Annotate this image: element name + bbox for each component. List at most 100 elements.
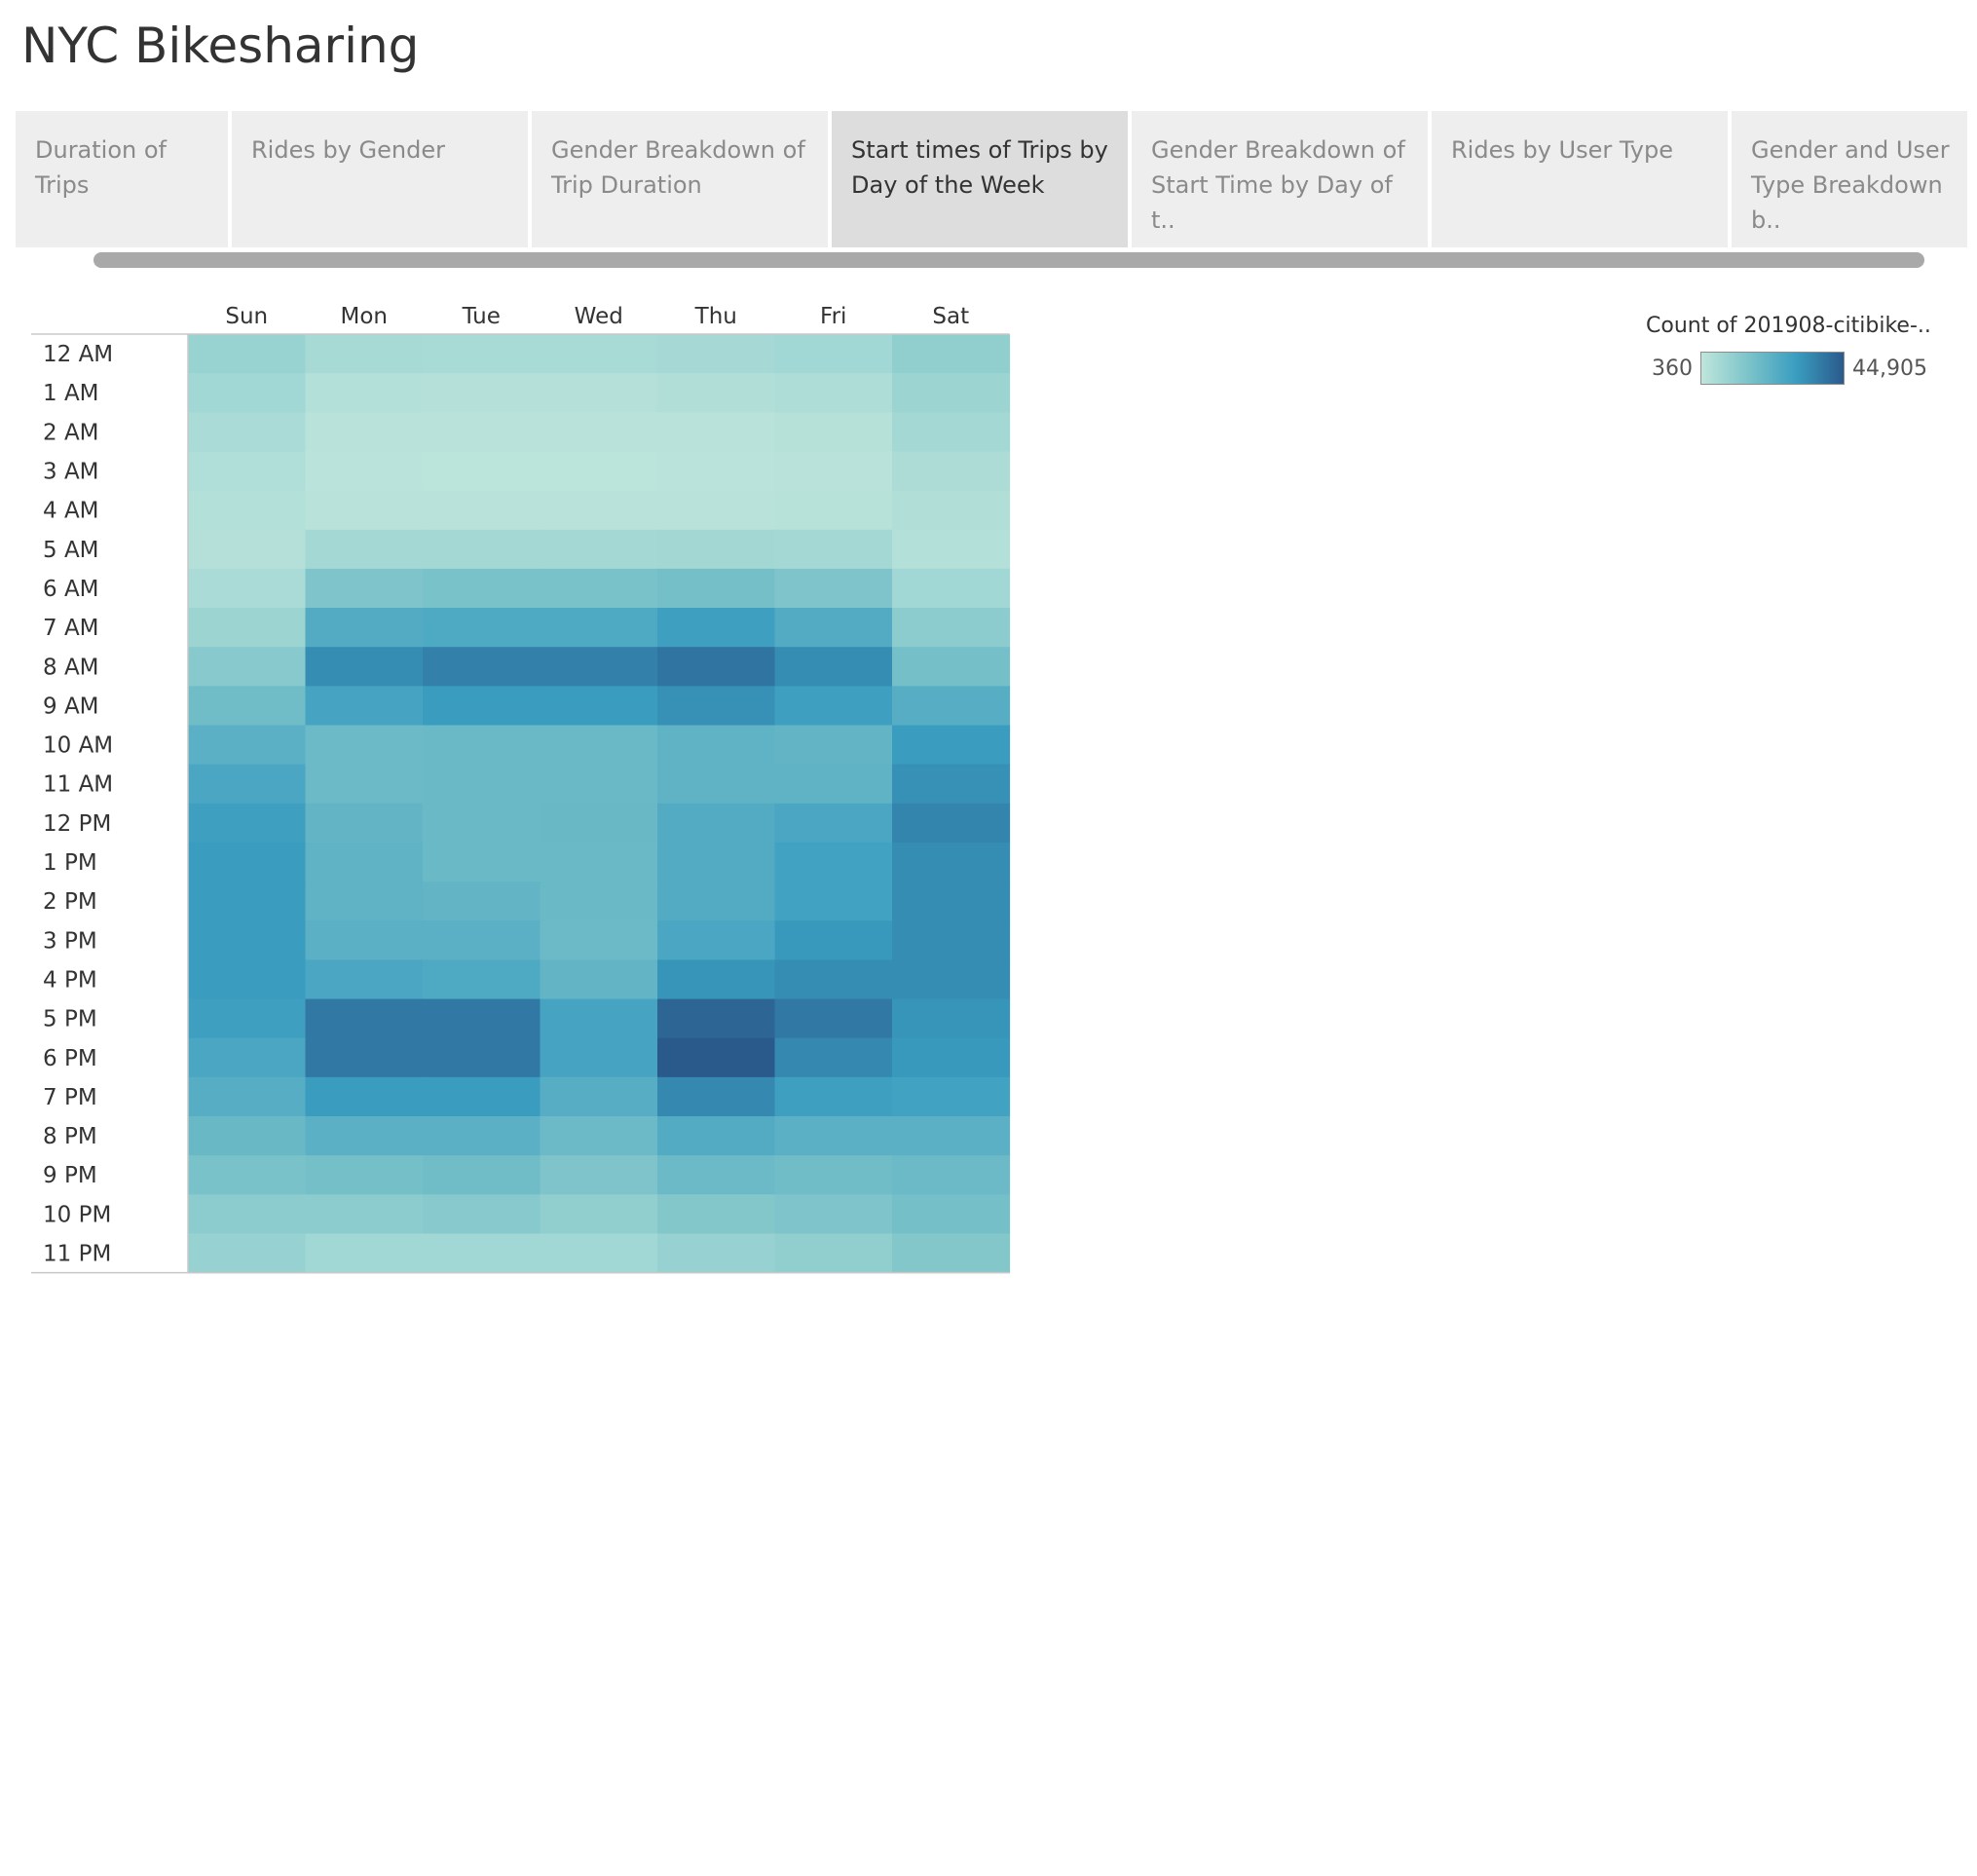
heatmap-cell-fri-8[interactable]: [774, 647, 893, 687]
heatmap-cell-sun-23[interactable]: [188, 1233, 307, 1274]
heatmap-cell-thu-10[interactable]: [657, 725, 776, 766]
heatmap-cell-fri-12[interactable]: [774, 803, 893, 844]
heatmap-cell-fri-13[interactable]: [774, 842, 893, 882]
heatmap-cell-thu-3[interactable]: [657, 451, 776, 492]
heatmap-cell-thu-22[interactable]: [657, 1194, 776, 1235]
tab-rides-by-user-type[interactable]: Rides by User Type: [1432, 111, 1728, 247]
heatmap-cell-mon-4[interactable]: [305, 490, 424, 531]
heatmap-cell-mon-11[interactable]: [305, 764, 424, 805]
heatmap-cell-fri-18[interactable]: [774, 1037, 893, 1078]
heatmap-cell-mon-17[interactable]: [305, 998, 424, 1039]
heatmap-cell-tue-8[interactable]: [423, 647, 541, 687]
heatmap-cell-sat-9[interactable]: [892, 686, 1011, 727]
heatmap-cell-mon-23[interactable]: [305, 1233, 424, 1274]
heatmap-cell-wed-20[interactable]: [540, 1116, 658, 1156]
heatmap-cell-sun-8[interactable]: [188, 647, 307, 687]
heatmap-cell-fri-5[interactable]: [774, 529, 893, 570]
heatmap-cell-sun-9[interactable]: [188, 686, 307, 727]
heatmap-cell-sat-12[interactable]: [892, 803, 1011, 844]
heatmap-cell-sun-17[interactable]: [188, 998, 307, 1039]
heatmap-cell-sat-14[interactable]: [892, 882, 1011, 921]
heatmap-cell-sun-5[interactable]: [188, 529, 307, 570]
heatmap-cell-fri-6[interactable]: [774, 568, 893, 609]
heatmap-cell-wed-5[interactable]: [540, 529, 658, 570]
heatmap-cell-wed-19[interactable]: [540, 1076, 658, 1117]
heatmap-cell-mon-14[interactable]: [305, 882, 424, 921]
tab-rides-by-gender[interactable]: Rides by Gender: [232, 111, 528, 247]
heatmap-cell-sat-20[interactable]: [892, 1116, 1011, 1156]
heatmap-cell-thu-0[interactable]: [657, 334, 776, 374]
heatmap-cell-sun-12[interactable]: [188, 803, 307, 844]
heatmap-cell-fri-14[interactable]: [774, 882, 893, 921]
tab-start-times-by-day[interactable]: Start times of Trips by Day of the Week: [832, 111, 1128, 247]
tab-gender-breakdown-start-time[interactable]: Gender Breakdown of Start Time by Day of…: [1132, 111, 1428, 247]
heatmap-cell-sun-21[interactable]: [188, 1155, 307, 1195]
heatmap-cell-mon-1[interactable]: [305, 373, 424, 413]
heatmap-cell-mon-18[interactable]: [305, 1037, 424, 1078]
heatmap-cell-sat-15[interactable]: [892, 920, 1011, 960]
heatmap-cell-fri-19[interactable]: [774, 1076, 893, 1117]
heatmap-cell-sat-2[interactable]: [892, 412, 1011, 453]
heatmap-cell-tue-6[interactable]: [423, 568, 541, 609]
heatmap-cell-sat-5[interactable]: [892, 529, 1011, 570]
heatmap-cell-thu-23[interactable]: [657, 1233, 776, 1274]
heatmap-cell-thu-6[interactable]: [657, 568, 776, 609]
heatmap-cell-wed-15[interactable]: [540, 920, 658, 960]
heatmap-cell-mon-13[interactable]: [305, 842, 424, 882]
heatmap-cell-mon-0[interactable]: [305, 334, 424, 374]
heatmap-cell-sun-0[interactable]: [188, 334, 307, 374]
heatmap-cell-sun-14[interactable]: [188, 882, 307, 921]
heatmap-cell-mon-8[interactable]: [305, 647, 424, 687]
heatmap-cell-tue-20[interactable]: [423, 1116, 541, 1156]
heatmap-cell-thu-16[interactable]: [657, 959, 776, 1000]
heatmap-cell-thu-2[interactable]: [657, 412, 776, 453]
heatmap-cell-mon-7[interactable]: [305, 608, 424, 648]
heatmap-cell-sat-3[interactable]: [892, 451, 1011, 492]
heatmap-cell-wed-8[interactable]: [540, 647, 658, 687]
heatmap-cell-fri-22[interactable]: [774, 1194, 893, 1235]
heatmap-cell-thu-18[interactable]: [657, 1037, 776, 1078]
heatmap-cell-tue-16[interactable]: [423, 959, 541, 1000]
heatmap-cell-tue-1[interactable]: [423, 373, 541, 413]
tab-gender-user-type-breakdown[interactable]: Gender and User Type Breakdown b..: [1732, 111, 1967, 247]
heatmap-cell-wed-2[interactable]: [540, 412, 658, 453]
heatmap-cell-wed-16[interactable]: [540, 959, 658, 1000]
heatmap-cell-wed-12[interactable]: [540, 803, 658, 844]
heatmap-cell-fri-2[interactable]: [774, 412, 893, 453]
heatmap-cell-mon-16[interactable]: [305, 959, 424, 1000]
heatmap-cell-mon-9[interactable]: [305, 686, 424, 727]
heatmap-cell-tue-13[interactable]: [423, 842, 541, 882]
heatmap-cell-fri-15[interactable]: [774, 920, 893, 960]
heatmap-cell-tue-9[interactable]: [423, 686, 541, 727]
heatmap-cell-fri-9[interactable]: [774, 686, 893, 727]
heatmap-cell-wed-17[interactable]: [540, 998, 658, 1039]
heatmap-cell-tue-23[interactable]: [423, 1233, 541, 1274]
heatmap-cell-mon-20[interactable]: [305, 1116, 424, 1156]
heatmap-cell-mon-19[interactable]: [305, 1076, 424, 1117]
heatmap-cell-sat-4[interactable]: [892, 490, 1011, 531]
heatmap-cell-sun-22[interactable]: [188, 1194, 307, 1235]
heatmap-cell-mon-3[interactable]: [305, 451, 424, 492]
heatmap-cell-wed-11[interactable]: [540, 764, 658, 805]
heatmap-cell-thu-13[interactable]: [657, 842, 776, 882]
heatmap-cell-tue-17[interactable]: [423, 998, 541, 1039]
heatmap-cell-wed-23[interactable]: [540, 1233, 658, 1274]
heatmap-cell-fri-10[interactable]: [774, 725, 893, 766]
heatmap-cell-tue-21[interactable]: [423, 1155, 541, 1195]
heatmap-cell-sun-13[interactable]: [188, 842, 307, 882]
heatmap-cell-tue-19[interactable]: [423, 1076, 541, 1117]
heatmap-cell-wed-13[interactable]: [540, 842, 658, 882]
heatmap-cell-mon-21[interactable]: [305, 1155, 424, 1195]
heatmap-cell-wed-9[interactable]: [540, 686, 658, 727]
heatmap-cell-sat-0[interactable]: [892, 334, 1011, 374]
heatmap-cell-sun-2[interactable]: [188, 412, 307, 453]
heatmap-cell-sun-11[interactable]: [188, 764, 307, 805]
heatmap-cell-thu-4[interactable]: [657, 490, 776, 531]
heatmap-cell-wed-6[interactable]: [540, 568, 658, 609]
heatmap-cell-tue-22[interactable]: [423, 1194, 541, 1235]
heatmap-cell-tue-5[interactable]: [423, 529, 541, 570]
heatmap-cell-sat-8[interactable]: [892, 647, 1011, 687]
heatmap-cell-sat-21[interactable]: [892, 1155, 1011, 1195]
heatmap-cell-sat-6[interactable]: [892, 568, 1011, 609]
heatmap-cell-fri-7[interactable]: [774, 608, 893, 648]
